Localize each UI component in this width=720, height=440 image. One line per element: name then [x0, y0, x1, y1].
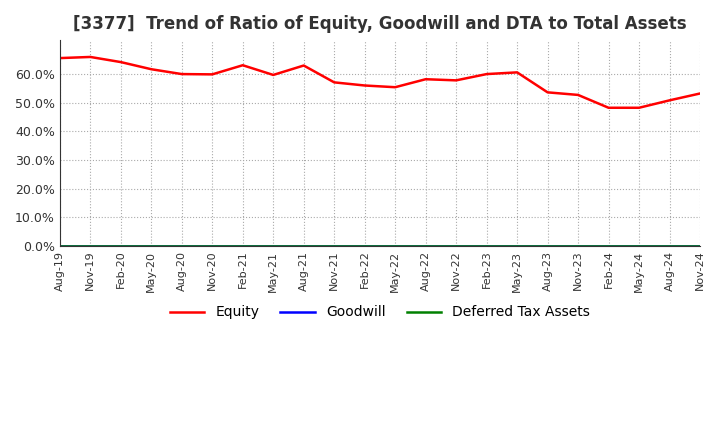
Equity — [482, 71, 491, 77]
Equity — [330, 80, 338, 85]
Deferred Tax Assets — [269, 243, 278, 248]
Goodwill — [665, 243, 674, 248]
Deferred Tax Assets — [330, 243, 338, 248]
Equity — [452, 78, 461, 83]
Goodwill — [452, 243, 461, 248]
Equity — [238, 62, 247, 68]
Equity — [421, 77, 430, 82]
Deferred Tax Assets — [421, 243, 430, 248]
Deferred Tax Assets — [482, 243, 491, 248]
Goodwill — [147, 243, 156, 248]
Deferred Tax Assets — [635, 243, 644, 248]
Deferred Tax Assets — [544, 243, 552, 248]
Deferred Tax Assets — [391, 243, 400, 248]
Equity — [635, 105, 644, 110]
Equity — [55, 55, 64, 61]
Deferred Tax Assets — [300, 243, 308, 248]
Equity — [269, 72, 278, 77]
Goodwill — [696, 243, 704, 248]
Deferred Tax Assets — [117, 243, 125, 248]
Equity — [177, 71, 186, 77]
Equity — [300, 63, 308, 68]
Goodwill — [635, 243, 644, 248]
Deferred Tax Assets — [604, 243, 613, 248]
Equity — [544, 90, 552, 95]
Goodwill — [391, 243, 400, 248]
Line: Equity: Equity — [60, 57, 700, 108]
Legend: Equity, Goodwill, Deferred Tax Assets: Equity, Goodwill, Deferred Tax Assets — [164, 300, 596, 325]
Goodwill — [208, 243, 217, 248]
Deferred Tax Assets — [86, 243, 94, 248]
Equity — [696, 91, 704, 96]
Equity — [361, 83, 369, 88]
Deferred Tax Assets — [238, 243, 247, 248]
Equity — [574, 92, 582, 98]
Equity — [86, 54, 94, 59]
Deferred Tax Assets — [55, 243, 64, 248]
Equity — [117, 59, 125, 65]
Goodwill — [86, 243, 94, 248]
Deferred Tax Assets — [696, 243, 704, 248]
Deferred Tax Assets — [452, 243, 461, 248]
Goodwill — [269, 243, 278, 248]
Deferred Tax Assets — [147, 243, 156, 248]
Deferred Tax Assets — [177, 243, 186, 248]
Equity — [391, 84, 400, 90]
Equity — [604, 105, 613, 110]
Title: [3377]  Trend of Ratio of Equity, Goodwill and DTA to Total Assets: [3377] Trend of Ratio of Equity, Goodwil… — [73, 15, 687, 33]
Goodwill — [330, 243, 338, 248]
Deferred Tax Assets — [208, 243, 217, 248]
Deferred Tax Assets — [665, 243, 674, 248]
Equity — [513, 70, 521, 75]
Goodwill — [361, 243, 369, 248]
Goodwill — [544, 243, 552, 248]
Goodwill — [574, 243, 582, 248]
Deferred Tax Assets — [513, 243, 521, 248]
Goodwill — [117, 243, 125, 248]
Deferred Tax Assets — [361, 243, 369, 248]
Goodwill — [421, 243, 430, 248]
Goodwill — [300, 243, 308, 248]
Goodwill — [55, 243, 64, 248]
Equity — [208, 72, 217, 77]
Equity — [665, 98, 674, 103]
Goodwill — [513, 243, 521, 248]
Goodwill — [604, 243, 613, 248]
Goodwill — [177, 243, 186, 248]
Goodwill — [482, 243, 491, 248]
Deferred Tax Assets — [574, 243, 582, 248]
Goodwill — [238, 243, 247, 248]
Equity — [147, 66, 156, 72]
